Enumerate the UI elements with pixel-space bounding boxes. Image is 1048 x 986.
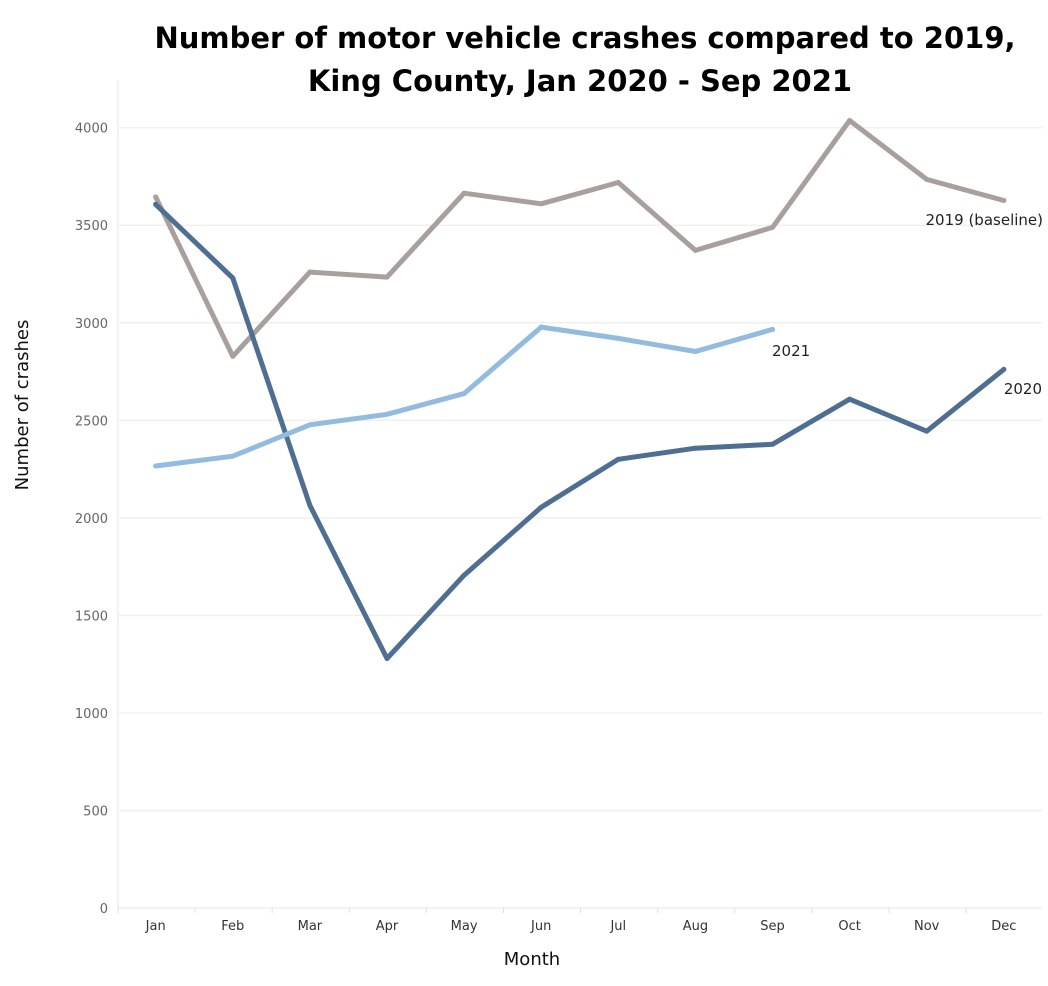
data-point-2020 <box>461 572 467 578</box>
y-tick-label: 4000 <box>75 122 108 137</box>
x-tick-label: Mar <box>298 919 323 934</box>
x-tick-label: Jan <box>145 919 166 934</box>
data-point-2021 <box>692 348 698 354</box>
data-point-2020 <box>538 504 544 510</box>
data-point-2020 <box>307 502 313 508</box>
data-point-2021 <box>230 453 236 459</box>
y-tick-label: 500 <box>83 804 108 819</box>
x-tick-label: Nov <box>914 919 940 934</box>
data-point-2019 <box>924 176 930 182</box>
data-point-2019 <box>847 117 853 123</box>
data-point-2019 <box>692 247 698 253</box>
x-axis-label: Month <box>504 949 560 970</box>
x-tick-label: Feb <box>221 919 244 934</box>
x-tick-label: Dec <box>991 919 1016 934</box>
data-point-2021 <box>615 335 621 341</box>
data-point-2021 <box>538 324 544 330</box>
data-point-2020 <box>770 441 775 447</box>
x-tick-label: Sep <box>760 919 785 934</box>
y-tick-label: 1000 <box>75 707 108 722</box>
series-line-2020 <box>153 201 1007 661</box>
x-tick-label: Aug <box>683 919 708 934</box>
x-tick-label: Jun <box>530 919 551 934</box>
y-tick-label: 0 <box>100 902 108 917</box>
data-point-2020 <box>924 428 930 434</box>
chart-title: Number of motor vehicle crashes compared… <box>154 21 1015 55</box>
data-point-2019 <box>1001 197 1007 203</box>
data-point-2020 <box>847 396 853 402</box>
y-axis-label: Number of crashes <box>12 320 33 491</box>
data-point-2020 <box>615 456 621 462</box>
y-tick-label: 3500 <box>75 219 108 234</box>
y-tick-label: 1500 <box>75 609 108 624</box>
y-tick-label: 2500 <box>75 414 108 429</box>
data-point-2021 <box>461 391 467 397</box>
data-point-2021 <box>770 326 775 332</box>
series-label: 2021 <box>772 342 810 360</box>
data-point-2021 <box>153 463 159 469</box>
chart-subtitle: King County, Jan 2020 - Sep 2021 <box>308 64 852 98</box>
y-tick-label: 3000 <box>75 317 108 332</box>
data-point-2020 <box>153 201 159 207</box>
y-tick-label: 2000 <box>75 512 108 527</box>
data-point-2019 <box>384 274 390 280</box>
series-line-2019 <box>153 118 1007 359</box>
data-point-2019 <box>461 190 467 196</box>
series-label: 2020 <box>1004 380 1042 398</box>
data-point-2019 <box>615 180 621 186</box>
data-point-2020 <box>230 275 236 281</box>
series-label: 2019 (baseline) <box>926 211 1043 229</box>
data-point-2021 <box>307 422 313 428</box>
x-tick-label: Oct <box>838 919 860 934</box>
data-point-2019 <box>770 224 775 230</box>
data-point-2020 <box>692 445 698 451</box>
data-point-2021 <box>384 411 390 417</box>
data-point-2019 <box>230 353 236 359</box>
data-point-2019 <box>538 201 544 207</box>
data-point-2019 <box>153 194 159 200</box>
x-tick-label: Jul <box>609 919 626 934</box>
x-tick-label: May <box>451 919 478 934</box>
data-point-2020 <box>384 655 390 661</box>
data-point-2019 <box>307 269 313 275</box>
x-tick-label: Apr <box>376 919 399 934</box>
data-point-2020 <box>1001 366 1007 372</box>
series-line-2021 <box>153 324 775 469</box>
